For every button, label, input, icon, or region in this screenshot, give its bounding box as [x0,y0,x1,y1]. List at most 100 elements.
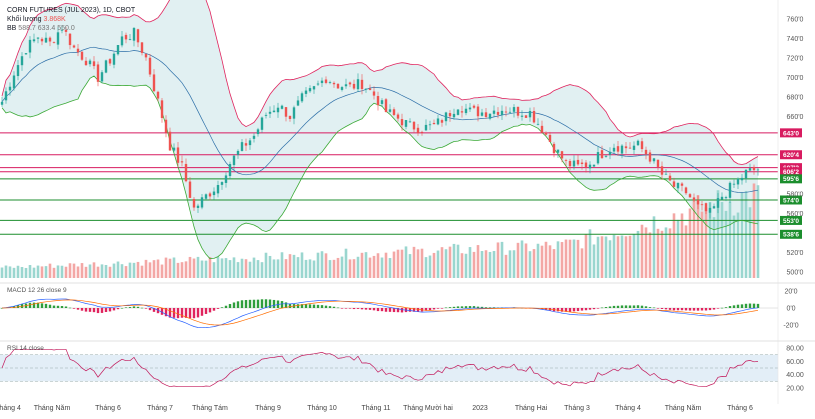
level-label: 643'0 [783,130,799,137]
price-tick-label: 520'0 [787,250,804,257]
candle-body [252,135,256,139]
candle-body [440,120,444,123]
macd-histogram-bar [416,308,420,312]
candle-body [164,119,168,133]
time-tick-label: 2023 [472,405,488,412]
volume-bar [152,260,156,278]
level-label: 574'0 [783,197,799,204]
macd-histogram-bar [196,308,200,318]
macd-tick-label: -20'0 [783,323,798,330]
macd-histogram-bar [616,305,620,308]
volume-bar [0,267,4,278]
volume-bar [512,250,516,278]
macd-histogram-bar [584,308,588,311]
volume-bar [304,259,308,278]
candle-body [296,100,300,106]
macd-histogram-bar [144,308,148,309]
chart-title: CORN FUTURES (JUL 2023), 1D, CBOT [7,7,136,14]
macd-histogram-bar [440,308,444,309]
macd-histogram-bar [592,308,596,310]
candle-body [316,83,320,85]
candle-body [116,45,120,55]
rsi-label: RSI 14 close [7,345,44,352]
macd-histogram-bar [76,308,80,310]
candle-body [328,82,332,83]
candle-body [364,88,368,90]
macd-histogram-bar [732,305,736,308]
macd-histogram-bar [676,308,680,311]
volume-bar [448,246,452,278]
candle-body [112,53,116,65]
candle-body [388,109,392,112]
macd-histogram-bar [28,302,32,308]
candle-body [452,113,456,118]
volume-bar [376,253,380,278]
macd-histogram-bar [640,305,644,308]
candle-body [680,183,684,186]
volume-bar [488,251,492,278]
time-tick-label: Tháng 10 [307,405,337,412]
candle-body [544,132,548,135]
volume-bar [192,258,196,278]
price-tick-label: 720'0 [787,55,804,62]
time-tick-label: Tháng Mười hai [403,405,453,412]
time-tick-label: Tháng 3 [564,405,590,412]
candle-body [656,159,660,167]
volume-bar [688,208,692,278]
candle-body [708,207,712,213]
candle-body [204,194,208,199]
volume-bar [700,211,704,278]
macd-line [1,298,759,329]
volume-bar [36,265,40,278]
volume-label: Khối lượng 3.868K [7,14,66,23]
candle-body [460,111,464,113]
volume-bar [204,260,208,278]
macd-panel[interactable] [0,298,778,329]
volume-bar [128,262,132,278]
candle-body [744,169,748,179]
volume-bar [708,201,712,278]
macd-histogram-bar [156,308,160,314]
candle-body [556,149,560,153]
candle-body [480,112,484,116]
candle-body [200,197,204,208]
price-tick-label: 660'0 [787,114,804,121]
candle-body [96,64,100,82]
macd-histogram-bar [400,308,404,313]
candle-body [144,53,148,58]
candle-body [104,60,108,73]
price-tick-label: 700'0 [787,75,804,82]
volume-bar [136,261,140,278]
volume-bar [344,248,348,278]
volume-bar [400,249,404,278]
volume-bar [572,239,576,278]
macd-histogram-bar [480,306,484,308]
volume-bar [480,251,484,278]
candle-body [172,147,176,151]
candle-body [436,118,440,125]
volume-bar [432,252,436,278]
volume-bar [756,185,760,278]
rsi-panel[interactable] [0,348,778,388]
volume-bar [492,250,496,278]
volume-bar [568,239,572,278]
volume-bar [640,224,644,278]
candle-body [728,182,732,198]
macd-histogram-bar [380,308,384,312]
volume-bar [20,267,24,278]
macd-histogram-bar [164,308,168,317]
bollinger-fill [2,0,758,259]
candle-body [52,42,56,44]
candle-body [44,37,48,43]
volume-bar [620,235,624,278]
volume-bar [156,259,160,278]
candle-body [752,166,756,171]
volume-bar [4,265,8,278]
volume-bar [664,227,668,278]
candle-body [100,72,104,82]
macd-histogram-bar [636,305,640,308]
candle-body [504,111,508,113]
volume-bar [184,261,188,278]
